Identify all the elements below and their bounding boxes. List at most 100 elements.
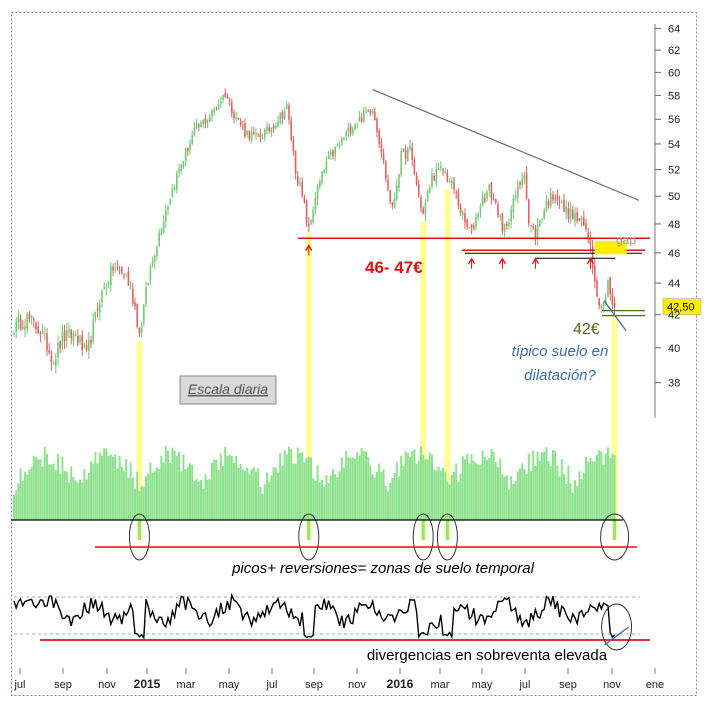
downtrend-line [372, 89, 640, 201]
candle-body [79, 336, 81, 342]
candle-body [440, 166, 442, 168]
candle-body [134, 302, 136, 307]
volume-bar [233, 462, 235, 520]
candle-body [565, 206, 567, 214]
volume-bar [63, 471, 66, 520]
volume-bar [486, 459, 488, 520]
volume-bar [200, 480, 202, 520]
volume-bar [301, 451, 304, 520]
candle-body [231, 102, 233, 113]
candle-body [503, 223, 506, 232]
candle-body [85, 345, 88, 350]
volume-bar [296, 447, 299, 520]
candle-body [347, 127, 350, 132]
candle-body [492, 198, 495, 200]
candle-body [521, 178, 523, 186]
candle-body [404, 149, 407, 159]
volume-circle [412, 513, 434, 561]
candle-body [607, 279, 609, 296]
candle-body [431, 173, 433, 186]
price-tick-label: 52 [668, 165, 680, 177]
volume-bar [182, 454, 185, 520]
candle-body [433, 175, 435, 181]
volume-bar [332, 469, 334, 520]
candle-body [74, 334, 77, 336]
volume-bar [578, 471, 581, 520]
volume-bar [151, 472, 154, 520]
price-tick-label: 62 [668, 45, 680, 57]
volume-bar [444, 472, 447, 520]
volume-bar [169, 463, 172, 520]
candle-body [578, 218, 581, 222]
candle-body [314, 198, 317, 211]
candle-body [420, 197, 422, 209]
candle-body [541, 219, 543, 221]
volume-bar [178, 451, 180, 520]
reversal-highlight [305, 234, 312, 540]
candle-body [323, 169, 325, 173]
volume-bar [450, 475, 453, 520]
reversal-arrow-head [498, 257, 506, 265]
candle-body [512, 198, 515, 213]
volume-bar [428, 452, 431, 520]
volume-bar [448, 484, 451, 520]
candle-body [52, 363, 55, 365]
volume-bar [514, 480, 517, 520]
question-line-1: típico suelo en [512, 343, 609, 360]
candle-body [35, 323, 37, 330]
candle-body [446, 172, 449, 182]
volume-bar [76, 482, 79, 520]
volume-spike [307, 520, 311, 540]
candle-body [26, 314, 28, 329]
x-tick-label: nov [348, 679, 366, 691]
candle-body [279, 113, 281, 124]
volume-bar [180, 471, 183, 520]
candle-body [160, 230, 163, 235]
candle-body [272, 126, 275, 129]
candle-body [63, 330, 66, 342]
volume-bar [424, 459, 427, 520]
volume-bar [46, 453, 48, 520]
volume-bar [596, 454, 598, 520]
candle-body [211, 110, 213, 116]
price-tick-label: 58 [668, 90, 680, 102]
candle-body [129, 287, 132, 289]
candle-body [455, 192, 457, 194]
volume-bar [142, 486, 145, 520]
volume-bar [208, 479, 211, 520]
candle-body [123, 275, 125, 277]
candle-body [266, 126, 268, 132]
volume-bar [74, 480, 77, 520]
volume-bar [563, 474, 565, 520]
volume-bar [406, 453, 409, 520]
volume-bar [373, 477, 376, 520]
volume-bar [325, 475, 328, 520]
candle-body [99, 304, 101, 314]
oscillator-note: divergencias en sobreventa elevada [367, 647, 608, 664]
candle-body [536, 224, 539, 240]
candle-body [299, 183, 301, 185]
volume-bar [140, 485, 143, 520]
volume-bar [268, 481, 271, 520]
volume-bar [369, 465, 372, 520]
candle-body [118, 269, 121, 271]
volume-bar [490, 449, 493, 520]
volume-bar [329, 475, 332, 520]
volume-bar [257, 468, 260, 520]
candle-body [514, 196, 517, 197]
candle-body [147, 282, 149, 285]
candle-body [294, 150, 297, 174]
volume-bar [585, 457, 587, 520]
volume-bar [593, 461, 596, 520]
candle-body [158, 232, 160, 246]
volume-bar [321, 479, 323, 520]
price-tick-label: 38 [668, 378, 680, 390]
candle-body [470, 224, 473, 228]
volume-bar [426, 459, 429, 520]
volume-spike [137, 520, 141, 540]
volume-bar [195, 478, 198, 520]
candle-body [204, 117, 207, 124]
volume-bar [261, 493, 264, 520]
volume-bar [569, 483, 572, 520]
